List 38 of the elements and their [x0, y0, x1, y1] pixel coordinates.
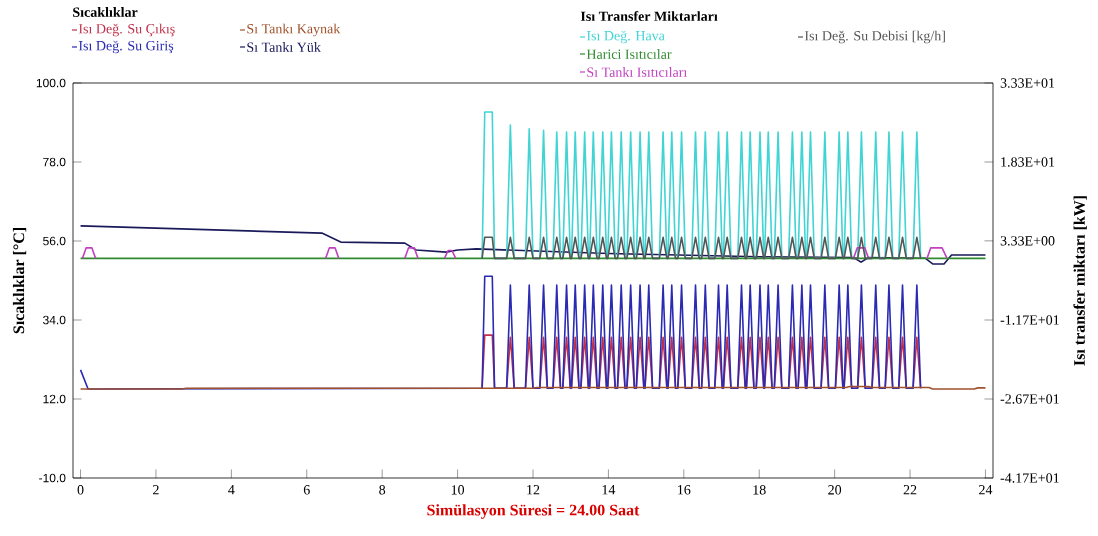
x-tick-label: 8: [379, 485, 386, 495]
y2-tick-label: -4.17E+01: [1000, 473, 1059, 483]
legend-label: Sı Tankı Kaynak: [247, 23, 341, 37]
y-tick-label: 34.0: [43, 315, 66, 325]
x-tick-label: 4: [228, 485, 235, 495]
y2-tick-label: -1.17E+01: [1000, 315, 1059, 325]
x-tick-label: 2: [153, 485, 159, 495]
legend-label: Sı Tankı Isıtıcıları: [587, 67, 688, 77]
x-tick-label: 18: [753, 485, 766, 495]
y-tick-label: 100.0: [36, 78, 66, 88]
x-tick-label: 6: [303, 485, 310, 495]
x-axis-title: Simülasyon Süresi = 24.00 Saat: [427, 504, 640, 519]
legend-label: Isı Değ. Su Çıkış: [78, 23, 175, 37]
y2-axis-title: Isı transfer miktarı [kW]: [1073, 196, 1087, 366]
legend-label: Isı Değ. Su Debisi [kg/h]: [804, 30, 945, 44]
y2-tick-label: 1.83E+01: [1001, 157, 1055, 167]
x-tick-label: 20: [828, 485, 842, 495]
y-tick-label: 12.0: [43, 394, 66, 404]
text: Isı Transfer Miktarları: [580, 11, 718, 21]
x-tick-label: 12: [527, 485, 540, 495]
x-tick-label: 10: [451, 485, 465, 495]
x-tick-label: 14: [602, 485, 616, 495]
y2-tick-label: 3.33E+00: [1000, 236, 1055, 246]
x-tick-label: 22: [903, 485, 917, 495]
y-tick-label: 78.0: [43, 157, 66, 167]
legend-label: Isı Değ. Su Giriş: [78, 40, 174, 54]
legend-label: Isı Değ. Hava: [586, 30, 665, 44]
y2-tick-label: -2.67E+01: [1000, 394, 1059, 404]
legend-label: Sı Tankı Yük: [247, 42, 321, 52]
y2-tick-label: 3.33E+01: [1000, 78, 1055, 88]
text: Sıcaklıklar: [73, 7, 138, 17]
legend-label: Harici Isıtıcılar: [586, 49, 672, 59]
y-tick-label: 56.0: [43, 236, 66, 246]
x-tick-label: 24: [979, 485, 993, 495]
x-tick-label: 0: [77, 485, 84, 495]
y-tick-label: -10.0: [39, 473, 66, 483]
y-axis-title: Sıcaklıklar [°C]: [12, 228, 27, 334]
x-tick-label: 16: [678, 485, 691, 495]
